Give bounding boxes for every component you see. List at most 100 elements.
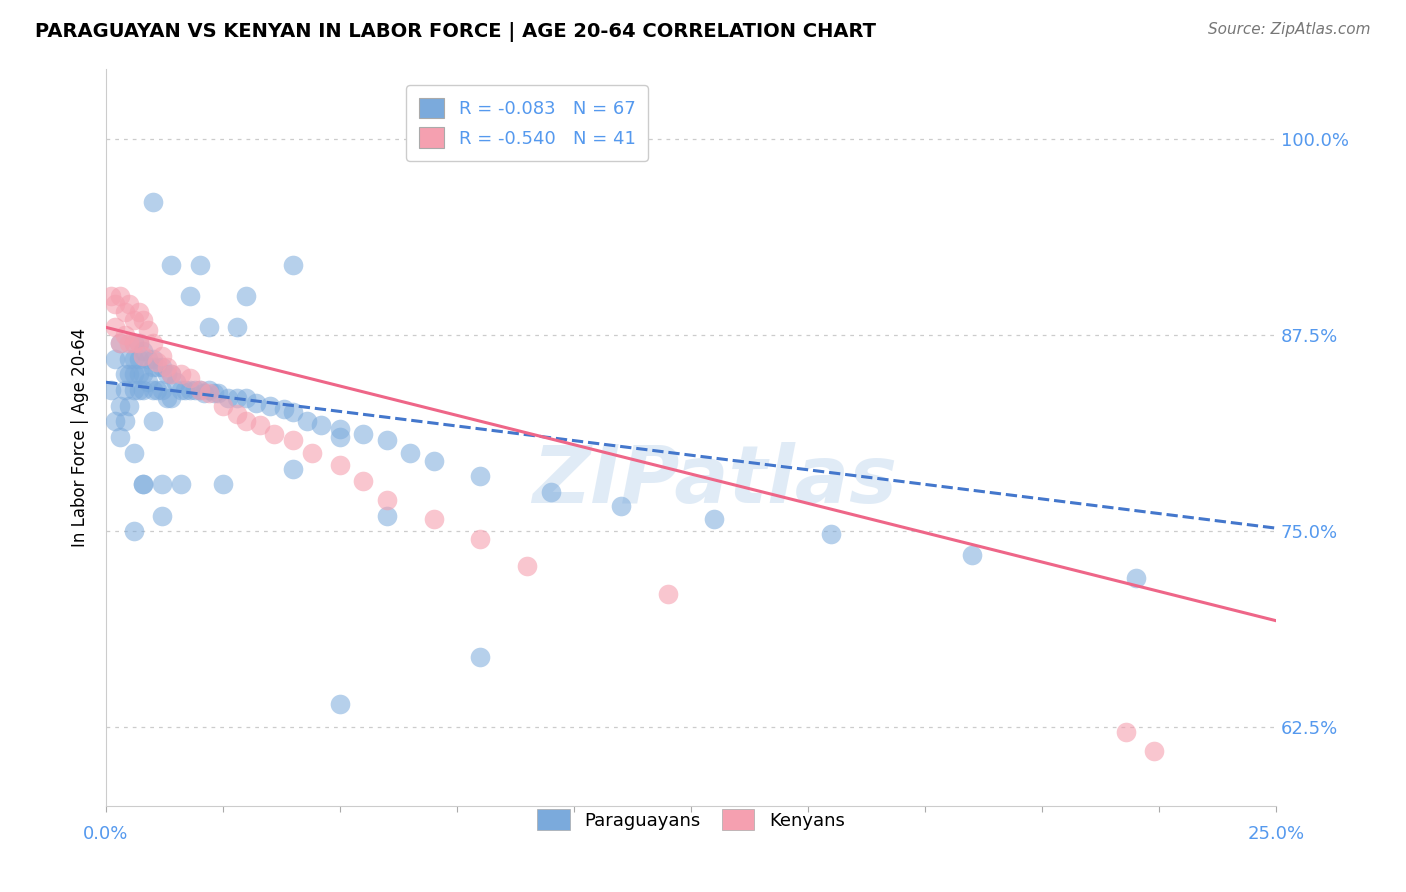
Text: PARAGUAYAN VS KENYAN IN LABOR FORCE | AGE 20-64 CORRELATION CHART: PARAGUAYAN VS KENYAN IN LABOR FORCE | AG… xyxy=(35,22,876,42)
Point xyxy=(329,458,352,473)
Point xyxy=(142,359,165,374)
Point xyxy=(1125,571,1147,585)
Point xyxy=(122,368,145,382)
Point xyxy=(226,391,249,405)
Point xyxy=(150,349,173,363)
Point xyxy=(132,343,155,358)
Point xyxy=(114,304,136,318)
Point xyxy=(132,383,155,397)
Point xyxy=(104,297,127,311)
Point xyxy=(128,368,150,382)
Point xyxy=(132,312,155,326)
Point xyxy=(375,508,398,523)
Point xyxy=(100,289,122,303)
Point xyxy=(820,527,842,541)
Point xyxy=(329,422,352,436)
Text: Source: ZipAtlas.com: Source: ZipAtlas.com xyxy=(1208,22,1371,37)
Point xyxy=(150,359,173,374)
Point xyxy=(165,376,187,390)
Point xyxy=(122,524,145,539)
Point xyxy=(375,434,398,448)
Point xyxy=(132,349,155,363)
Point xyxy=(170,383,193,397)
Point xyxy=(352,474,374,488)
Point xyxy=(295,414,318,428)
Point xyxy=(226,407,249,421)
Point xyxy=(329,697,352,711)
Point xyxy=(540,485,562,500)
Point xyxy=(179,383,201,397)
Point xyxy=(301,446,323,460)
Point xyxy=(114,383,136,397)
Point xyxy=(122,351,145,366)
Point xyxy=(128,351,150,366)
Point xyxy=(156,391,179,405)
Point xyxy=(399,446,422,460)
Point xyxy=(202,386,225,401)
Point xyxy=(193,386,215,401)
Point xyxy=(146,355,169,369)
Point xyxy=(142,351,165,366)
Point xyxy=(104,414,127,428)
Point xyxy=(198,383,221,397)
Point xyxy=(188,383,211,397)
Point xyxy=(160,368,183,382)
Point xyxy=(122,312,145,326)
Point xyxy=(329,430,352,444)
Point xyxy=(703,512,725,526)
Point xyxy=(132,477,155,491)
Point xyxy=(170,477,193,491)
Point xyxy=(174,383,197,397)
Point xyxy=(122,336,145,351)
Point xyxy=(142,383,165,397)
Point xyxy=(198,320,221,334)
Point xyxy=(108,430,131,444)
Point xyxy=(136,351,159,366)
Point xyxy=(118,336,141,351)
Point xyxy=(128,336,150,351)
Point xyxy=(281,258,304,272)
Point xyxy=(259,399,281,413)
Point xyxy=(156,368,179,382)
Point xyxy=(142,414,165,428)
Point xyxy=(309,417,332,432)
Point xyxy=(142,336,165,351)
Point xyxy=(114,368,136,382)
Point xyxy=(470,469,492,483)
Point xyxy=(235,391,257,405)
Point xyxy=(281,461,304,475)
Point xyxy=(226,320,249,334)
Point xyxy=(142,194,165,209)
Point xyxy=(263,427,285,442)
Point xyxy=(217,391,239,405)
Point xyxy=(128,304,150,318)
Point xyxy=(170,368,193,382)
Point xyxy=(114,328,136,343)
Point xyxy=(128,383,150,397)
Point xyxy=(235,414,257,428)
Point xyxy=(281,434,304,448)
Point xyxy=(108,399,131,413)
Point xyxy=(179,370,201,384)
Point xyxy=(375,492,398,507)
Point xyxy=(108,336,131,351)
Point xyxy=(179,289,201,303)
Point xyxy=(212,477,235,491)
Point xyxy=(422,453,444,467)
Point xyxy=(118,399,141,413)
Point xyxy=(422,512,444,526)
Text: 0.0%: 0.0% xyxy=(83,824,128,843)
Point xyxy=(160,258,183,272)
Point xyxy=(136,323,159,337)
Point xyxy=(470,649,492,664)
Point xyxy=(108,336,131,351)
Point xyxy=(122,383,145,397)
Point xyxy=(150,477,173,491)
Legend: Paraguayans, Kenyans: Paraguayans, Kenyans xyxy=(530,802,852,838)
Point xyxy=(118,297,141,311)
Point xyxy=(207,386,229,401)
Point xyxy=(188,258,211,272)
Point xyxy=(122,446,145,460)
Point xyxy=(136,376,159,390)
Point xyxy=(212,399,235,413)
